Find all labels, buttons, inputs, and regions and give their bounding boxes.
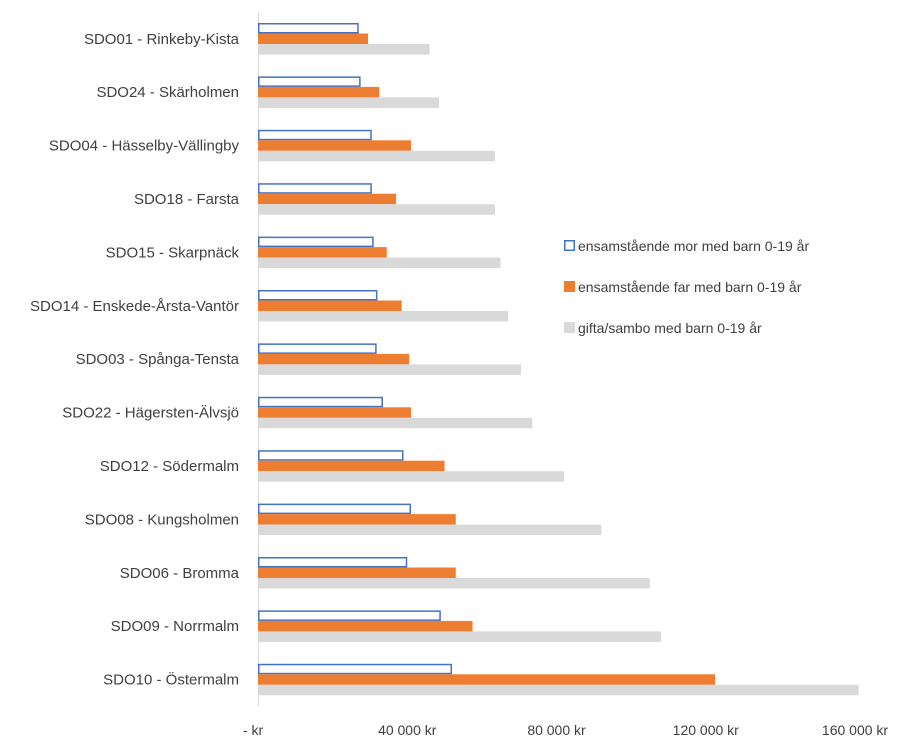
bar-1-2: [258, 76, 361, 87]
category-label: SDO10 - Östermalm: [103, 671, 239, 689]
bar-3-8: [258, 417, 533, 429]
bar-1-7: [258, 343, 377, 354]
x-tick-label: - kr: [243, 722, 264, 738]
bar-1-4: [258, 183, 372, 194]
bar-2-6: [258, 300, 402, 311]
bar-2-9: [258, 460, 445, 472]
bar-1-12: [258, 610, 441, 621]
x-tick-label: 40 000 kr: [378, 722, 437, 738]
legend-swatch-1: [564, 240, 575, 251]
legend-swatch-3: [564, 322, 575, 333]
category-label: SDO01 - Rinkeby-Kista: [84, 31, 240, 48]
bar-1-10: [258, 503, 411, 515]
legend-swatch-2: [564, 281, 575, 292]
bar-3-2: [258, 97, 439, 108]
bar-1-13: [258, 663, 453, 675]
bar-2-7: [258, 353, 410, 365]
category-label: SDO15 - Skarpnäck: [106, 244, 240, 261]
bar-1-6: [258, 290, 378, 301]
category-labels: SDO01 - Rinkeby-Kista SDO24 - Skärholmen S…: [30, 31, 240, 689]
bar-1-1: [258, 23, 359, 34]
bar-2-8: [258, 407, 411, 418]
legend-label-1: ensamstående mor med barn 0-19 år: [578, 238, 809, 254]
legend: ensamstående mor med barn 0-19 år ensamst…: [564, 238, 809, 336]
bar-3-12: [258, 631, 661, 642]
x-tick-label: 160 000 kr: [822, 722, 888, 738]
bar-3-11: [258, 578, 650, 589]
category-label: SDO03 - Spånga-Tensta: [76, 351, 240, 368]
bar-3-4: [258, 204, 495, 215]
bar-3-1: [258, 44, 430, 55]
bar-3-10: [258, 524, 602, 536]
category-label: SDO12 - Södermalm: [100, 458, 239, 475]
x-axis-tick-labels: - kr 40 000 kr 80 000 kr 120 000 kr 160 000 …: [243, 722, 888, 738]
category-label: SDO22 - Hägersten-Älvsjö: [62, 405, 239, 422]
bar-1-11: [258, 557, 408, 568]
bar-3-9: [258, 471, 564, 482]
bar-1-8: [258, 396, 383, 408]
bar-1-3: [258, 129, 372, 141]
category-label: SDO18 - Farsta: [134, 191, 240, 208]
bar-2-5: [258, 247, 387, 258]
bar-2-2: [258, 86, 380, 98]
category-label: SDO04 - Hässelby-Vällingby: [49, 138, 240, 155]
bar-3-7: [258, 364, 522, 375]
bar-2-11: [258, 567, 456, 578]
bar-2-1: [258, 33, 369, 44]
bar-1-5: [258, 236, 374, 248]
bar-2-10: [258, 514, 456, 525]
bars-group: [258, 23, 859, 696]
bar-2-12: [258, 620, 473, 632]
category-label: SDO08 - Kungsholmen: [85, 511, 239, 528]
bar-2-13: [258, 674, 716, 685]
x-tick-label: 120 000 kr: [673, 722, 739, 738]
legend-label-3: gifta/sambo med barn 0-19 år: [578, 320, 762, 336]
category-label: SDO14 - Enskede-Årsta-Vantör: [30, 298, 239, 315]
bar-2-4: [258, 193, 397, 205]
bar-3-3: [258, 150, 495, 162]
bar-3-13: [258, 684, 859, 696]
bar-2-3: [258, 140, 411, 151]
bar-3-5: [258, 257, 501, 269]
legend-label-2: ensamstående far med barn 0-19 år: [578, 279, 802, 295]
category-label: SDO06 - Bromma: [120, 565, 240, 582]
category-label: SDO09 - Norrmalm: [111, 618, 239, 635]
bar-3-6: [258, 311, 508, 322]
x-tick-label: 80 000 kr: [527, 722, 586, 738]
category-label: SDO24 - Skärholmen: [96, 84, 239, 101]
bar-1-9: [258, 450, 404, 461]
